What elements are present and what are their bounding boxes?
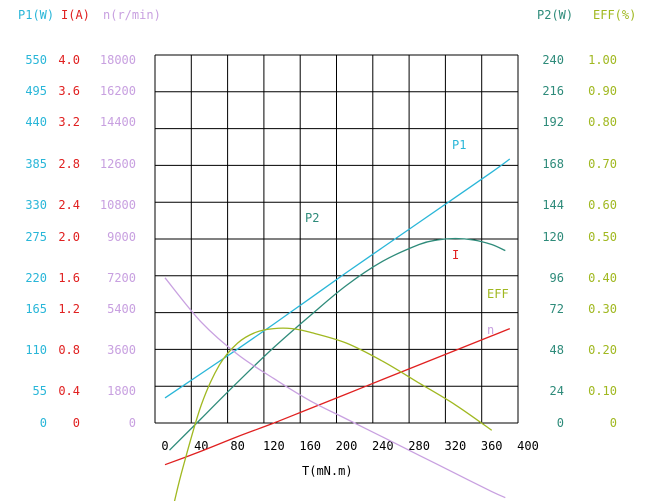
i-tick-label: 4.0: [58, 53, 80, 67]
p1-axis-label: P1(W): [18, 8, 54, 22]
series-eff-label: EFF: [487, 287, 509, 301]
n-tick-label: 18000: [100, 53, 136, 67]
n-tick-label: 10800: [100, 198, 136, 212]
series-n-label: n: [487, 323, 494, 337]
x-tick-label: 80: [230, 439, 244, 453]
series-i-line: [164, 327, 511, 466]
eff-tick-label: 0: [610, 416, 617, 430]
eff-tick-label: 0.70: [588, 157, 617, 171]
i-tick-label: 0: [73, 416, 80, 430]
p2-tick-label: 168: [542, 157, 564, 171]
eff-tick-label: 0.30: [588, 302, 617, 316]
n-tick-label: 1800: [107, 384, 136, 398]
x-tick-label: 400: [517, 439, 539, 453]
p2-tick-label: 96: [550, 271, 564, 285]
n-tick-label: 3600: [107, 343, 136, 357]
n-tick-label: 0: [129, 416, 136, 430]
n-tick-label: 7200: [107, 271, 136, 285]
x-tick-label: 160: [299, 439, 321, 453]
x-tick-label: 200: [336, 439, 358, 453]
x-tick-label: 240: [372, 439, 394, 453]
i-axis-label: I(A): [61, 8, 90, 22]
p2-tick-label: 216: [542, 84, 564, 98]
x-tick-label: 0: [161, 439, 168, 453]
p2-tick-label: 120: [542, 230, 564, 244]
curve-layer: [164, 158, 511, 501]
series-p2-line: [169, 237, 506, 451]
series-eff-line: [173, 327, 493, 501]
i-tick-label: 1.6: [58, 271, 80, 285]
n-tick-label: 5400: [107, 302, 136, 316]
p1-tick-label: 165: [25, 302, 47, 316]
n-tick-label: 16200: [100, 84, 136, 98]
p1-tick-label: 550: [25, 53, 47, 67]
eff-tick-label: 0.10: [588, 384, 617, 398]
x-axis-title: T(mN.m): [302, 464, 353, 478]
series-p1-line: [164, 158, 511, 399]
n-tick-label: 14400: [100, 115, 136, 129]
x-tick-label: 320: [445, 439, 467, 453]
i-tick-label: 0.8: [58, 343, 80, 357]
chart-grid: [154, 54, 519, 424]
x-tick-labels: 0 40 80 120 160 200 240 280 320 360 400: [161, 439, 538, 453]
n-tick-label: 12600: [100, 157, 136, 171]
i-tick-label: 3.2: [58, 115, 80, 129]
x-tick-label: 280: [408, 439, 430, 453]
eff-tick-label: 0.90: [588, 84, 617, 98]
series-p1-label: P1: [452, 138, 466, 152]
p1-tick-label: 275: [25, 230, 47, 244]
p2-tick-label: 0: [557, 416, 564, 430]
eff-tick-label: 1.00: [588, 53, 617, 67]
eff-tick-label: 0.20: [588, 343, 617, 357]
eff-tick-label: 0.60: [588, 198, 617, 212]
i-tick-label: 3.6: [58, 84, 80, 98]
i-tick-label: 2.8: [58, 157, 80, 171]
n-tick-label: 9000: [107, 230, 136, 244]
p1-tick-label: 330: [25, 198, 47, 212]
x-tick-label: 360: [481, 439, 503, 453]
i-tick-label: 2.0: [58, 230, 80, 244]
x-tick-label: 120: [263, 439, 285, 453]
p1-tick-label: 385: [25, 157, 47, 171]
p1-tick-label: 55: [33, 384, 47, 398]
p2-tick-label: 192: [542, 115, 564, 129]
series-i-label: I: [452, 248, 459, 262]
p1-tick-label: 495: [25, 84, 47, 98]
p1-tick-label: 440: [25, 115, 47, 129]
p2-tick-label: 48: [550, 343, 564, 357]
p2-axis-label: P2(W): [537, 8, 573, 22]
eff-tick-label: 0.50: [588, 230, 617, 244]
eff-tick-label: 0.40: [588, 271, 617, 285]
n-axis-label: n(r/min): [103, 8, 161, 22]
p2-tick-label: 144: [542, 198, 564, 212]
p1-tick-label: 220: [25, 271, 47, 285]
i-tick-label: 2.4: [58, 198, 80, 212]
p1-tick-label: 0: [40, 416, 47, 430]
series-n-line: [164, 277, 506, 499]
i-tick-label: 0.4: [58, 384, 80, 398]
p2-tick-label: 72: [550, 302, 564, 316]
p2-tick-label: 24: [550, 384, 564, 398]
series-p2-label: P2: [305, 211, 319, 225]
p2-tick-label: 240: [542, 53, 564, 67]
eff-tick-label: 0.80: [588, 115, 617, 129]
eff-axis-label: EFF(%): [593, 8, 636, 22]
i-tick-label: 1.2: [58, 302, 80, 316]
p1-tick-label: 110: [25, 343, 47, 357]
y-tick-labels: 0 55 110 165 220 275 330 385 440 495 550 0 0.4 0.8 1.2…: [25, 53, 617, 430]
series-labels: P1 P2 In EFF: [305, 138, 509, 337]
